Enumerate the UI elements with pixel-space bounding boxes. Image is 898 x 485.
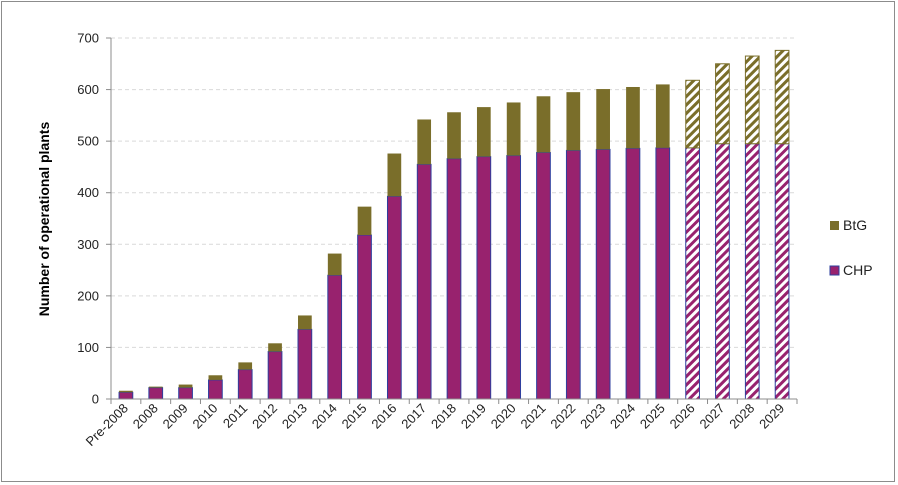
- bar-btg-2027: [715, 63, 730, 145]
- bar-btg-2015: [357, 206, 372, 236]
- x-tick-2013: 2013: [279, 401, 310, 432]
- bar-chp-2015: [357, 234, 372, 400]
- bar-btg-2029: [774, 49, 790, 145]
- legend-swatch-btg: [830, 221, 839, 230]
- bar-btg-2023: [596, 89, 610, 150]
- legend-label-chp: CHP: [843, 262, 873, 278]
- x-tick-2021: 2021: [518, 401, 549, 432]
- bar-btg-2022: [566, 92, 581, 151]
- bar-chp-Pre-2008: [118, 391, 134, 400]
- legend-label-btg: BtG: [843, 217, 867, 233]
- bar-btg-Pre-2008: [119, 390, 133, 393]
- x-tick-2027: 2027: [696, 401, 727, 432]
- x-tick-2019: 2019: [458, 401, 489, 432]
- legend-swatch-chp: [829, 265, 840, 276]
- bar-chp-2024: [625, 147, 641, 400]
- x-tick-2015: 2015: [339, 401, 370, 432]
- bar-btg-2012: [268, 343, 282, 352]
- bar-btg-2013: [298, 315, 312, 330]
- y-tick-700: 700: [77, 31, 99, 46]
- bar-chp-2029: [774, 143, 790, 400]
- y-tick-400: 400: [77, 185, 99, 200]
- bar-chp-2012: [267, 351, 283, 400]
- x-tick-2008: 2008: [130, 401, 161, 432]
- bar-chp-2028: [744, 143, 760, 400]
- bars-group: [118, 49, 790, 400]
- bar-chp-2013: [297, 328, 313, 400]
- bar-btg-2017: [417, 119, 432, 165]
- bar-chp-2027: [715, 143, 730, 400]
- x-tick-2022: 2022: [547, 401, 578, 432]
- y-tick-labels: 0 100 200 300 400 500 600 700: [77, 31, 99, 407]
- axes: [106, 37, 798, 404]
- bar-btg-2008: [148, 386, 163, 388]
- bar-btg-2016: [387, 153, 402, 197]
- bar-btg-2025: [655, 84, 670, 148]
- bar-btg-2026: [685, 79, 700, 149]
- bar-btg-2011: [238, 362, 253, 370]
- x-tick-2014: 2014: [309, 401, 340, 432]
- x-tick-2024: 2024: [607, 401, 638, 432]
- y-tick-600: 600: [77, 82, 99, 97]
- x-tick-2012: 2012: [249, 401, 280, 432]
- bar-chp-2020: [506, 155, 522, 400]
- x-tick-2018: 2018: [428, 401, 459, 432]
- x-tick-2009: 2009: [160, 401, 191, 432]
- bar-chp-2018: [446, 158, 462, 400]
- bar-chp-2009: [178, 387, 193, 400]
- bar-chp-2008: [148, 387, 164, 400]
- bar-btg-2020: [506, 102, 521, 156]
- x-tick-2028: 2028: [726, 401, 757, 432]
- bar-btg-2019: [476, 107, 491, 157]
- x-tick-2010: 2010: [189, 401, 220, 432]
- x-tick-2029: 2029: [756, 401, 787, 432]
- bar-btg-2014: [327, 253, 342, 276]
- x-tick-2017: 2017: [398, 401, 429, 432]
- bar-btg-2009: [178, 384, 193, 388]
- bar-chp-2023: [595, 148, 611, 400]
- y-tick-100: 100: [77, 340, 99, 355]
- x-tick-2016: 2016: [368, 401, 399, 432]
- bar-chp-2014: [327, 274, 343, 400]
- y-tick-300: 300: [77, 237, 99, 252]
- y-tick-500: 500: [77, 134, 99, 149]
- bar-chp-2022: [565, 149, 581, 400]
- y-tick-200: 200: [77, 288, 99, 303]
- bar-chp-2011: [237, 369, 253, 400]
- bar-chp-2026: [685, 147, 700, 400]
- x-tick-2026: 2026: [667, 401, 698, 432]
- bar-btg-2028: [744, 55, 760, 145]
- bar-btg-2021: [536, 96, 551, 153]
- bar-btg-2024: [626, 86, 640, 149]
- bar-chp-2019: [476, 156, 492, 400]
- x-tick-2020: 2020: [488, 401, 519, 432]
- bar-chp-2017: [416, 163, 432, 400]
- bar-chp-2021: [536, 151, 551, 400]
- bar-chp-2010: [208, 379, 223, 400]
- bar-chp-2025: [655, 147, 671, 400]
- legend: BtG CHP: [829, 217, 873, 278]
- y-axis-label: Number of operational plants: [36, 122, 52, 317]
- x-tick-2011: 2011: [220, 401, 250, 431]
- x-tick-2025: 2025: [637, 401, 668, 432]
- bar-btg-2018: [447, 112, 461, 159]
- bar-btg-2010: [208, 375, 223, 380]
- y-tick-0: 0: [92, 392, 99, 407]
- x-tick-Pre-2008: Pre-2008: [83, 401, 131, 449]
- x-tick-2023: 2023: [577, 401, 608, 432]
- bar-chp-2016: [386, 195, 402, 400]
